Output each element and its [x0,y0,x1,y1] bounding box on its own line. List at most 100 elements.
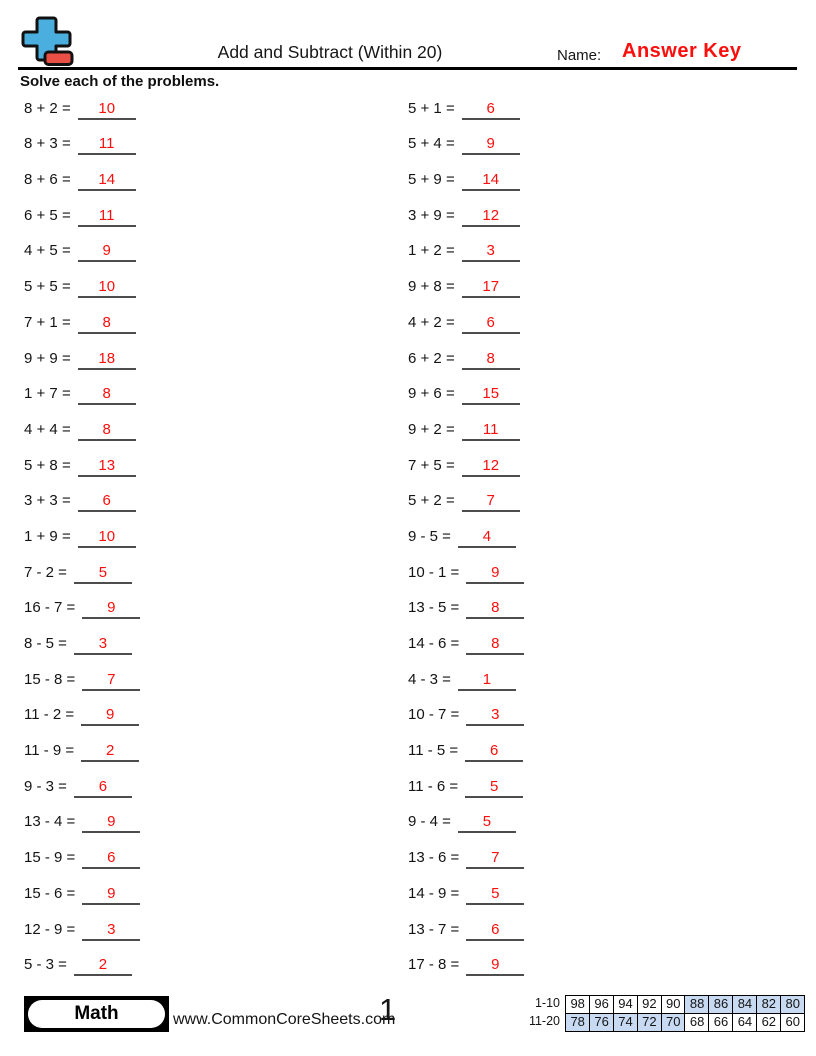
answer-value: 7 [491,849,500,867]
grading-score-table: 1-10 98 96 94 92 90 88 86 84 82 80 11-20 78 76 74 72… [527,995,806,1032]
answer-blank: 5 [466,885,525,905]
score-cell: 98 [565,995,591,1014]
answer-value: 6 [98,777,108,795]
answer-blank: 8 [466,599,525,620]
answer-value: 14 [482,171,500,189]
problem-row: 13 - 5 = 8 [408,584,525,620]
answer-value: 11 [482,420,499,438]
problem-row: 4 - 3 = 1 [408,655,524,691]
problem-expression: 9 - 4 = [408,813,451,831]
answer-blank: 12 [461,207,520,227]
problem-expression: 9 - 5 = [408,527,451,545]
answer-value: 5 [98,563,108,581]
answer-blank: 3 [82,921,141,941]
problem-row: 6 + 2 = 8 [408,334,524,370]
problem-expression: 5 - 3 = [24,956,67,974]
problem-row: 5 + 4 = 9 [408,120,524,156]
problem-expression: 5 + 5 = [24,278,71,296]
problem-row: 7 - 2 = 5 [24,548,140,584]
problem-row: 15 - 6 = 9 [24,869,141,905]
answer-value: 7 [107,670,116,688]
answer-value: 2 [98,956,108,974]
problem-expression: 7 + 1 = [24,313,71,331]
answer-value: 3 [98,635,108,652]
answer-value: 9 [486,135,495,153]
answer-blank: 17 [461,278,520,299]
answer-value: 6 [102,492,111,510]
problem-expression: 9 + 6 = [408,385,455,403]
answer-blank: 15 [461,385,520,406]
answer-blank: 11 [461,420,520,441]
problem-expression: 8 + 6 = [24,171,71,189]
page-number: 1 [379,992,397,1027]
score-cell: 60 [780,1012,806,1032]
answer-value: 15 [482,385,500,403]
answer-blank: 5 [457,813,516,834]
website-link[interactable]: www.CommonCoreSheets.com [173,1011,396,1028]
problem-row: 8 + 3 = 11 [24,120,140,156]
score-cell: 68 [684,1012,710,1032]
problem-row: 9 - 3 = 6 [24,762,140,798]
answer-value: 12 [482,456,500,474]
problem-row: 9 - 4 = 5 [408,798,524,834]
problem-expression: 17 - 8 = [408,956,460,974]
score-cell: 80 [780,995,806,1014]
answer-blank: 2 [81,742,140,763]
answer-value: 9 [491,956,500,974]
problem-expression: 13 - 4 = [24,813,76,831]
answer-value: 5 [482,813,492,831]
problem-row: 17 - 8 = 9 [408,941,525,977]
score-cell: 76 [588,1012,615,1032]
answer-blank: 2 [73,956,132,977]
problem-row: 1 + 7 = 8 [24,370,140,406]
problem-row: 15 - 8 = 7 [24,655,141,691]
answer-blank: 10 [77,278,136,299]
answer-blank: 9 [81,706,140,727]
problem-expression: 11 - 2 = [24,706,75,724]
problem-row: 11 - 9 = 2 [24,726,140,763]
score-cell: 64 [732,1012,758,1032]
answer-blank: 12 [461,456,520,477]
problem-row: 15 - 9 = 6 [24,833,141,870]
answer-blank: 3 [466,706,525,727]
answer-value: 18 [98,349,116,367]
answer-value: 13 [98,456,116,474]
header-divider [18,67,797,70]
problem-expression: 6 + 5 = [24,206,71,224]
answer-blank: 6 [77,492,136,513]
answer-value: 11 [98,206,115,224]
answer-blank: 11 [77,135,136,156]
problem-expression: 9 - 3 = [24,777,67,795]
problem-expression: 10 - 7 = [408,706,460,724]
answer-blank: 6 [461,314,520,334]
problem-expression: 12 - 9 = [24,920,76,938]
score-cell: 84 [732,995,758,1014]
problem-expression: 15 - 8 = [24,670,76,688]
problem-expression: 5 + 8 = [24,456,71,474]
score-row-2: 11-20 78 76 74 72 70 68 66 64 62 60 [527,1012,806,1032]
problem-expression: 8 + 3 = [24,135,71,153]
score-cell: 74 [612,1012,639,1032]
answer-blank: 9 [77,242,136,263]
score-cell: 70 [660,1012,686,1032]
problem-row: 8 + 6 = 14 [24,155,140,192]
problem-expression: 16 - 7 = [24,599,76,617]
problem-expression: 1 + 2 = [408,242,455,260]
page-title: Add and Subtract (Within 20) [217,42,443,62]
subject-banner: Math [24,996,169,1032]
problem-row: 9 + 9 = 18 [24,334,140,370]
problem-expression: 7 - 2 = [24,563,67,581]
answer-blank: 5 [465,778,524,798]
score-cells-1: 98 96 94 92 90 88 86 84 82 80 [565,995,806,1014]
problem-row: 13 - 7 = 6 [408,905,525,941]
answer-value: 9 [491,563,500,581]
problem-expression: 15 - 6 = [24,884,76,902]
problem-row: 4 + 2 = 6 [408,298,524,334]
problem-expression: 6 + 2 = [408,349,455,367]
problem-expression: 1 + 7 = [24,385,71,403]
problem-row: 1 + 2 = 3 [408,227,524,263]
score-cell: 88 [684,995,710,1014]
problem-row: 10 - 1 = 9 [408,548,525,584]
problem-row: 13 - 4 = 9 [24,798,141,834]
problem-row: 9 + 6 = 15 [408,370,524,406]
